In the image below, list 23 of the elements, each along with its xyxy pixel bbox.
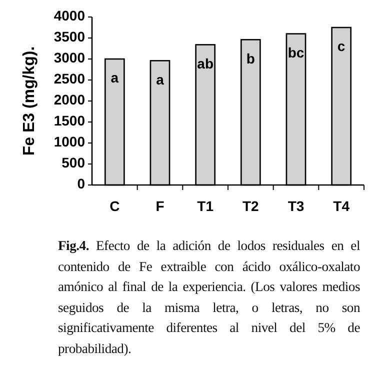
data-label: c [337, 38, 346, 54]
data-label: a [156, 71, 164, 88]
y-tick-label: 3000 [54, 50, 86, 66]
y-tick-label: 0 [77, 176, 86, 192]
data-label: bc [288, 44, 304, 61]
y-tick-label: 2000 [54, 92, 86, 108]
y-tick-label: 500 [62, 154, 86, 171]
data-label: ab [197, 55, 214, 72]
x-tick-label: T3 [288, 198, 304, 214]
y-tick-label: 1000 [54, 134, 86, 150]
y-tick-label: 3500 [54, 28, 86, 45]
y-axis-title: Fe E3 (mg/kg). [21, 46, 38, 156]
y-tick-label: 2500 [54, 70, 86, 87]
x-tick-label: C [110, 198, 120, 214]
caption: Fig.4. Efecto de la adición de lodos residuales en el contenido de Fe extraible con ácido oxálico-oxalato amónico al final de la experiencia. (Los valores medios seguidos de la misma letra, o letras, no son significativamente diferentes al nivel del 5% de probabilidad). [58, 237, 360, 358]
x-tick-label: F [156, 198, 165, 214]
x-tick-label: T1 [197, 198, 214, 214]
x-tick-label: T4 [333, 198, 350, 214]
y-tick-label: 4000 [54, 8, 86, 24]
data-label: a [110, 70, 119, 86]
y-tick-label: 1500 [54, 112, 86, 129]
data-label: b [246, 50, 255, 66]
x-tick-label: T2 [242, 198, 260, 214]
